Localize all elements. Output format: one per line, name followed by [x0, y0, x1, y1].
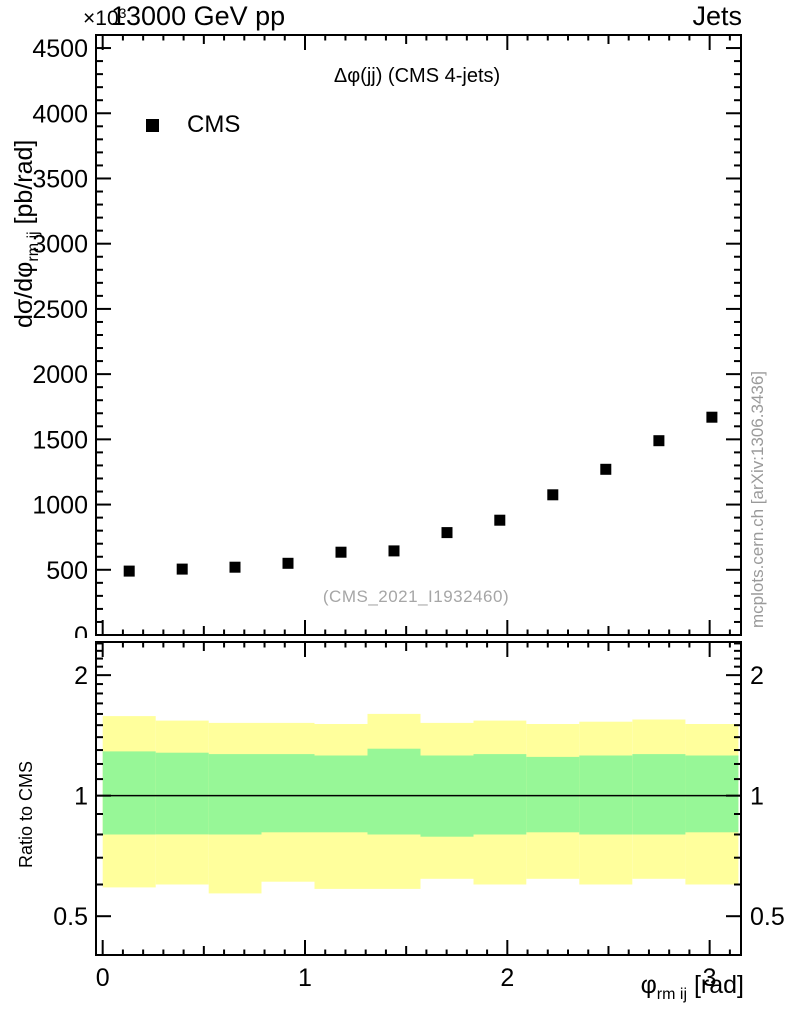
y-tick-label: 1000 [32, 492, 88, 520]
green-band-segment [155, 752, 209, 835]
data-point [176, 563, 188, 575]
y-axis-title-suffix: [pb/rad] [10, 139, 38, 232]
green-band-segment [102, 751, 156, 835]
y-tick-label: 3000 [32, 231, 88, 259]
green-band-segment [526, 756, 580, 833]
x-tick-label: 3 [703, 964, 717, 992]
x-axis-title: φrm ij [rad] [641, 971, 744, 1004]
ratio-y-tick-label: 0.5 [750, 903, 785, 931]
y-tick-label: 2500 [32, 296, 88, 324]
page-title: 13000 GeV pp [111, 1, 286, 31]
side-note: mcplots.cern.ch [arXiv:1306.3436] [748, 370, 767, 628]
data-point [388, 545, 400, 557]
main-panel-frame [95, 34, 742, 636]
data-point [706, 411, 718, 423]
y-axis-title: dσ/dφrm ij [pb/rad] [10, 140, 43, 328]
x-axis-title-suffix: [rad] [687, 971, 744, 999]
data-point [282, 557, 294, 569]
data-point [600, 463, 612, 475]
y-tick-label: 4500 [32, 35, 88, 63]
data-point [123, 565, 135, 577]
data-point [494, 514, 506, 526]
data-point [335, 546, 347, 558]
ratio-panel-frame [95, 641, 742, 956]
green-band-segment [632, 754, 686, 835]
header-right-label: Jets [692, 1, 742, 31]
ratio-y-tick-label: 2 [74, 662, 88, 690]
ratio-y-tick-label: 1 [74, 783, 88, 811]
green-band-segment [314, 755, 368, 833]
green-band-segment [473, 754, 527, 835]
data-point [441, 527, 453, 539]
y-axis-exponent: ×103 [83, 5, 126, 31]
y-tick-label: 4000 [32, 100, 88, 128]
ratio-y-axis-title: Ratio to CMS [16, 760, 36, 868]
x-tick-label: 1 [298, 964, 312, 992]
x-axis-title-subscript: rm ij [656, 986, 688, 1003]
exponent-power: 3 [118, 5, 127, 21]
legend-marker-square-icon [146, 118, 159, 132]
green-band-segment [261, 754, 315, 833]
y-axis-title-prefix: dσ/dφ [10, 261, 38, 328]
green-band-segment [367, 748, 421, 835]
data-point [229, 561, 241, 573]
plot-subtitle: Δφ(jj) (CMS 4-jets) [333, 65, 501, 87]
ratio-y-tick-label: 1 [750, 783, 764, 811]
ratio-y-tick-label: 0.5 [53, 903, 88, 931]
ratio-y-tick-label: 2 [750, 662, 764, 690]
y-tick-label: 3500 [32, 165, 88, 193]
green-band-segment [685, 755, 739, 833]
y-tick-label: 1500 [32, 426, 88, 454]
y-tick-label: 500 [46, 557, 88, 585]
x-tick-label: 0 [96, 964, 110, 992]
x-tick-label: 2 [500, 964, 514, 992]
y-axis-title-subscript: rm ij [25, 231, 42, 262]
exponent-base: ×10 [83, 7, 119, 30]
data-point [547, 489, 559, 501]
legend-label: CMS [187, 111, 241, 138]
legend: CMS [146, 111, 241, 138]
green-band-segment [208, 754, 262, 835]
y-tick-label: 2000 [32, 361, 88, 389]
data-point [653, 435, 665, 447]
x-axis-title-prefix: φ [640, 971, 657, 999]
watermark: (CMS_2021_I1932460) [322, 587, 510, 606]
